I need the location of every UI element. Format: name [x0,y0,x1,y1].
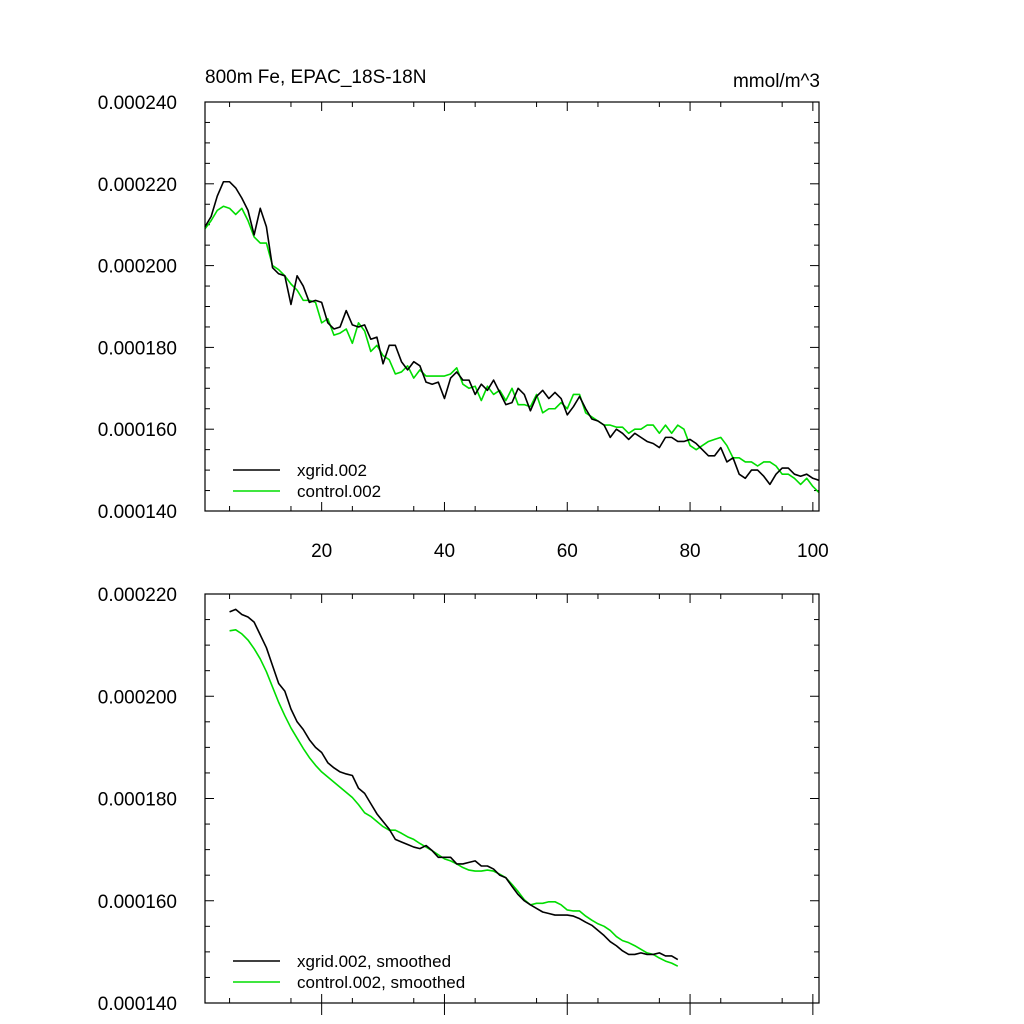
x-tick-label: 20 [311,541,332,562]
x-tick-label: 60 [557,541,578,562]
y-tick-label: 0.000240 [98,93,177,114]
top-panel-frame [204,101,820,512]
bottom-panel-ticks: 0.000140 0.000160 0.000180 0.000200 0.000220 [98,585,819,1015]
bottom-panel-frame [204,593,820,1004]
y-tick-label: 0.000140 [98,994,177,1015]
y-tick-label: 0.000200 [98,687,177,708]
bottom-panel-lines [229,608,679,967]
y-tick-label: 0.000180 [98,338,177,359]
legend-label-control-smoothed: control.002, smoothed [297,973,465,992]
legend-label-xgrid-smoothed: xgrid.002, smoothed [297,952,451,971]
y-tick-label: 0.000220 [98,175,177,196]
x-tick-label: 100 [797,541,829,562]
bottom-panel-legend: xgrid.002, smoothed control.002, smoothe… [233,952,465,992]
top-panel-lines [204,180,820,494]
bottom-panel: 0.000140 0.000160 0.000180 0.000200 0.000220… [98,585,820,1015]
legend-label-control: control.002 [297,482,381,501]
y-tick-label: 0.000180 [98,790,177,811]
y-tick-label: 0.000160 [98,892,177,913]
chart-title: 800m Fe, EPAC_18S-18N [205,67,426,88]
units-label: mmol/m^3 [733,71,820,92]
y-tick-label: 0.000160 [98,420,177,441]
y-tick-label: 0.000220 [98,585,177,606]
series-line-xgrid-002-smoothed [229,608,679,961]
y-tick-label: 0.000200 [98,257,177,278]
top-panel-legend: xgrid.002 control.002 [233,461,381,501]
series-line-xgrid-002 [204,180,820,486]
series-line-control-002-smoothed [229,628,679,967]
y-tick-label: 0.000140 [98,502,177,523]
x-tick-label: 40 [434,541,455,562]
top-panel-ticks: 0.000140 0.000160 0.000180 0.000200 0.000220… [98,93,829,562]
legend-label-xgrid: xgrid.002 [297,461,367,480]
series-line-control-002 [204,205,820,494]
top-panel: 800m Fe, EPAC_18S-18N mmol/m^3 0.0001400… [98,67,829,562]
x-tick-label: 80 [679,541,700,562]
